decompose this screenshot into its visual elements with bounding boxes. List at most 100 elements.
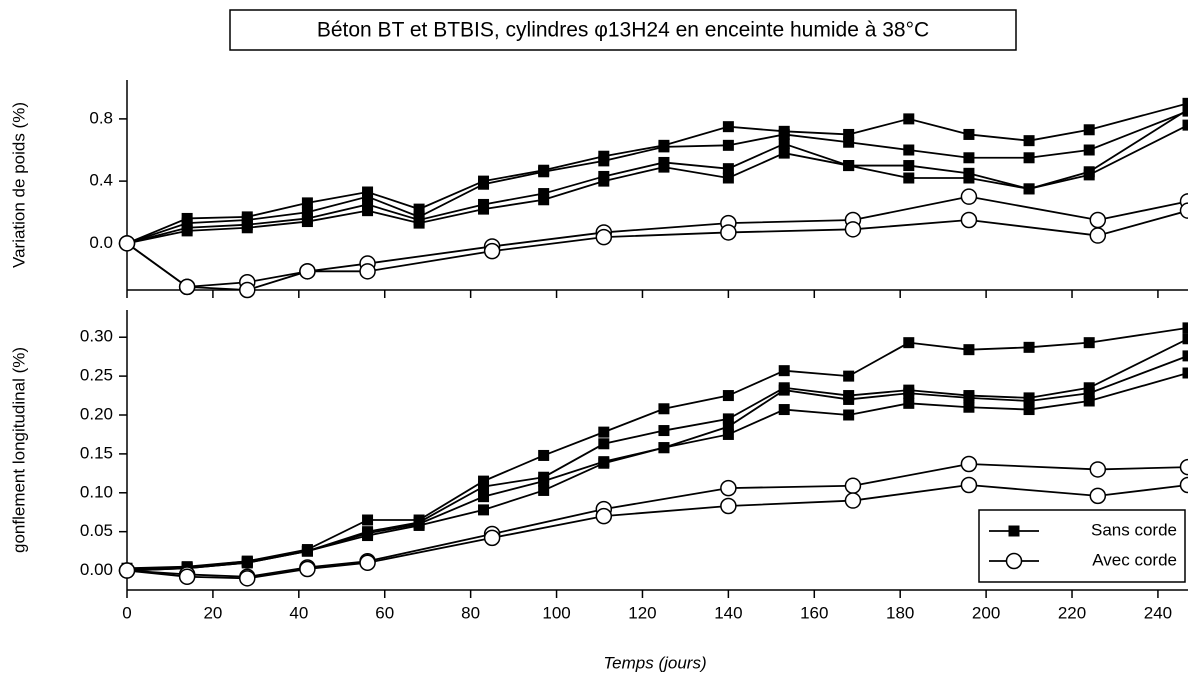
marker <box>722 121 734 133</box>
y-tick-label: 0.10 <box>80 482 113 501</box>
marker <box>1182 350 1188 362</box>
series-line <box>126 484 1188 580</box>
marker <box>658 425 670 437</box>
series-line <box>126 195 1188 288</box>
legend-label: Avec corde <box>1092 550 1177 569</box>
marker <box>478 491 490 503</box>
marker <box>1083 169 1095 181</box>
y-tick-label: 0.4 <box>89 171 113 190</box>
marker <box>963 401 975 413</box>
marker <box>478 203 490 215</box>
marker <box>478 481 490 493</box>
marker <box>1182 322 1188 334</box>
marker <box>1083 337 1095 349</box>
marker <box>538 475 550 487</box>
marker <box>241 222 253 234</box>
marker <box>483 529 501 547</box>
y-tick-label: 0.15 <box>80 443 113 462</box>
marker <box>778 384 790 396</box>
marker <box>1023 135 1035 147</box>
marker <box>1023 341 1035 353</box>
x-tick-label: 120 <box>628 603 656 622</box>
marker <box>1182 119 1188 131</box>
marker <box>1089 487 1107 505</box>
marker <box>658 442 670 454</box>
series-line <box>126 102 1188 245</box>
marker <box>843 160 855 172</box>
marker <box>720 224 737 241</box>
marker <box>1083 387 1095 399</box>
marker <box>362 198 374 210</box>
marker <box>720 479 737 497</box>
marker <box>598 426 610 438</box>
marker <box>903 172 915 184</box>
marker <box>722 421 734 433</box>
chart-title: Béton BT et BTBIS, cylindres φ13H24 en e… <box>317 19 929 42</box>
marker <box>903 337 915 349</box>
marker <box>362 191 374 203</box>
marker <box>301 197 313 209</box>
y-tick-label: 0.05 <box>80 521 113 540</box>
series-line <box>126 463 1188 578</box>
marker <box>301 216 313 228</box>
x-tick-label: 0 <box>122 603 131 622</box>
x-tick-label: 200 <box>972 603 1000 622</box>
marker <box>1179 202 1188 219</box>
marker <box>181 225 193 237</box>
x-tick-label: 60 <box>375 603 394 622</box>
marker <box>118 235 136 252</box>
legend-label: Sans corde <box>1091 520 1177 539</box>
x-tick-label: 100 <box>542 603 570 622</box>
marker <box>903 144 915 156</box>
marker <box>1083 124 1095 136</box>
marker <box>844 492 862 509</box>
y-tick-label: 0.0 <box>89 233 113 252</box>
marker <box>843 393 855 405</box>
marker <box>299 263 316 280</box>
marker <box>722 428 734 440</box>
x-tick-label: 140 <box>714 603 742 622</box>
marker <box>301 545 313 557</box>
marker <box>362 530 374 542</box>
marker <box>960 188 978 205</box>
marker <box>1182 104 1188 116</box>
x-tick-label: 80 <box>461 603 480 622</box>
marker <box>722 413 734 425</box>
marker <box>595 507 613 525</box>
marker <box>658 141 670 153</box>
marker <box>598 155 610 167</box>
legend-box <box>978 509 1186 583</box>
marker <box>359 263 376 280</box>
series-line <box>126 124 1188 245</box>
marker <box>722 139 734 151</box>
marker <box>960 211 978 229</box>
legend-marker <box>1005 552 1023 570</box>
marker <box>598 457 610 469</box>
marker <box>963 344 975 356</box>
marker <box>413 203 425 215</box>
marker <box>1023 183 1035 195</box>
marker <box>241 557 253 569</box>
marker <box>595 228 613 246</box>
x-tick-label: 240 <box>1144 603 1172 622</box>
marker <box>963 172 975 184</box>
marker <box>843 370 855 382</box>
series-line <box>126 108 1188 245</box>
marker <box>1023 395 1035 407</box>
marker <box>844 221 862 238</box>
marker <box>239 281 256 299</box>
title-box <box>229 9 1017 51</box>
marker <box>778 138 790 150</box>
marker <box>538 188 550 200</box>
marker <box>598 175 610 187</box>
marker <box>844 477 862 495</box>
marker <box>301 206 313 218</box>
marker <box>903 387 915 399</box>
marker <box>178 278 196 296</box>
x-tick-label: 40 <box>289 603 308 622</box>
marker <box>778 404 790 416</box>
marker <box>359 554 376 572</box>
x-tick-label: 220 <box>1058 603 1086 622</box>
marker <box>598 438 610 450</box>
marker <box>963 152 975 164</box>
